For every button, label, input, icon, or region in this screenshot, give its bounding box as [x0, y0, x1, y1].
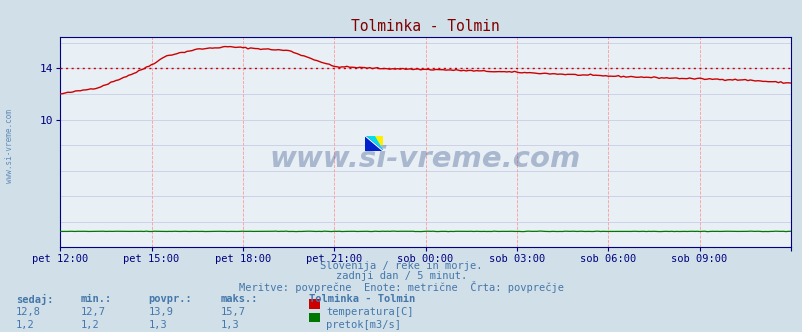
- Text: min.:: min.:: [80, 294, 111, 304]
- Text: 12,7: 12,7: [80, 307, 105, 317]
- Text: 15,7: 15,7: [221, 307, 245, 317]
- Text: 1,2: 1,2: [16, 320, 34, 330]
- Text: sedaj:: sedaj:: [16, 294, 54, 305]
- Polygon shape: [374, 136, 383, 143]
- Text: temperatura[C]: temperatura[C]: [326, 307, 413, 317]
- Text: 12,8: 12,8: [16, 307, 41, 317]
- Text: Tolminka - Tolmin: Tolminka - Tolmin: [309, 294, 415, 304]
- Text: pretok[m3/s]: pretok[m3/s]: [326, 320, 400, 330]
- Text: 1,3: 1,3: [221, 320, 239, 330]
- Text: maks.:: maks.:: [221, 294, 258, 304]
- Text: 1,3: 1,3: [148, 320, 167, 330]
- Text: zadnji dan / 5 minut.: zadnji dan / 5 minut.: [335, 271, 467, 281]
- Text: povpr.:: povpr.:: [148, 294, 192, 304]
- Polygon shape: [365, 136, 383, 151]
- Text: www.si-vreme.com: www.si-vreme.com: [269, 145, 581, 173]
- Text: 13,9: 13,9: [148, 307, 173, 317]
- Text: www.si-vreme.com: www.si-vreme.com: [5, 109, 14, 183]
- Text: 1,2: 1,2: [80, 320, 99, 330]
- Text: Meritve: povprečne  Enote: metrične  Črta: povprečje: Meritve: povprečne Enote: metrične Črta:…: [239, 281, 563, 292]
- Polygon shape: [365, 136, 383, 151]
- Text: Slovenija / reke in morje.: Slovenija / reke in morje.: [320, 261, 482, 271]
- Title: Tolminka - Tolmin: Tolminka - Tolmin: [350, 19, 500, 34]
